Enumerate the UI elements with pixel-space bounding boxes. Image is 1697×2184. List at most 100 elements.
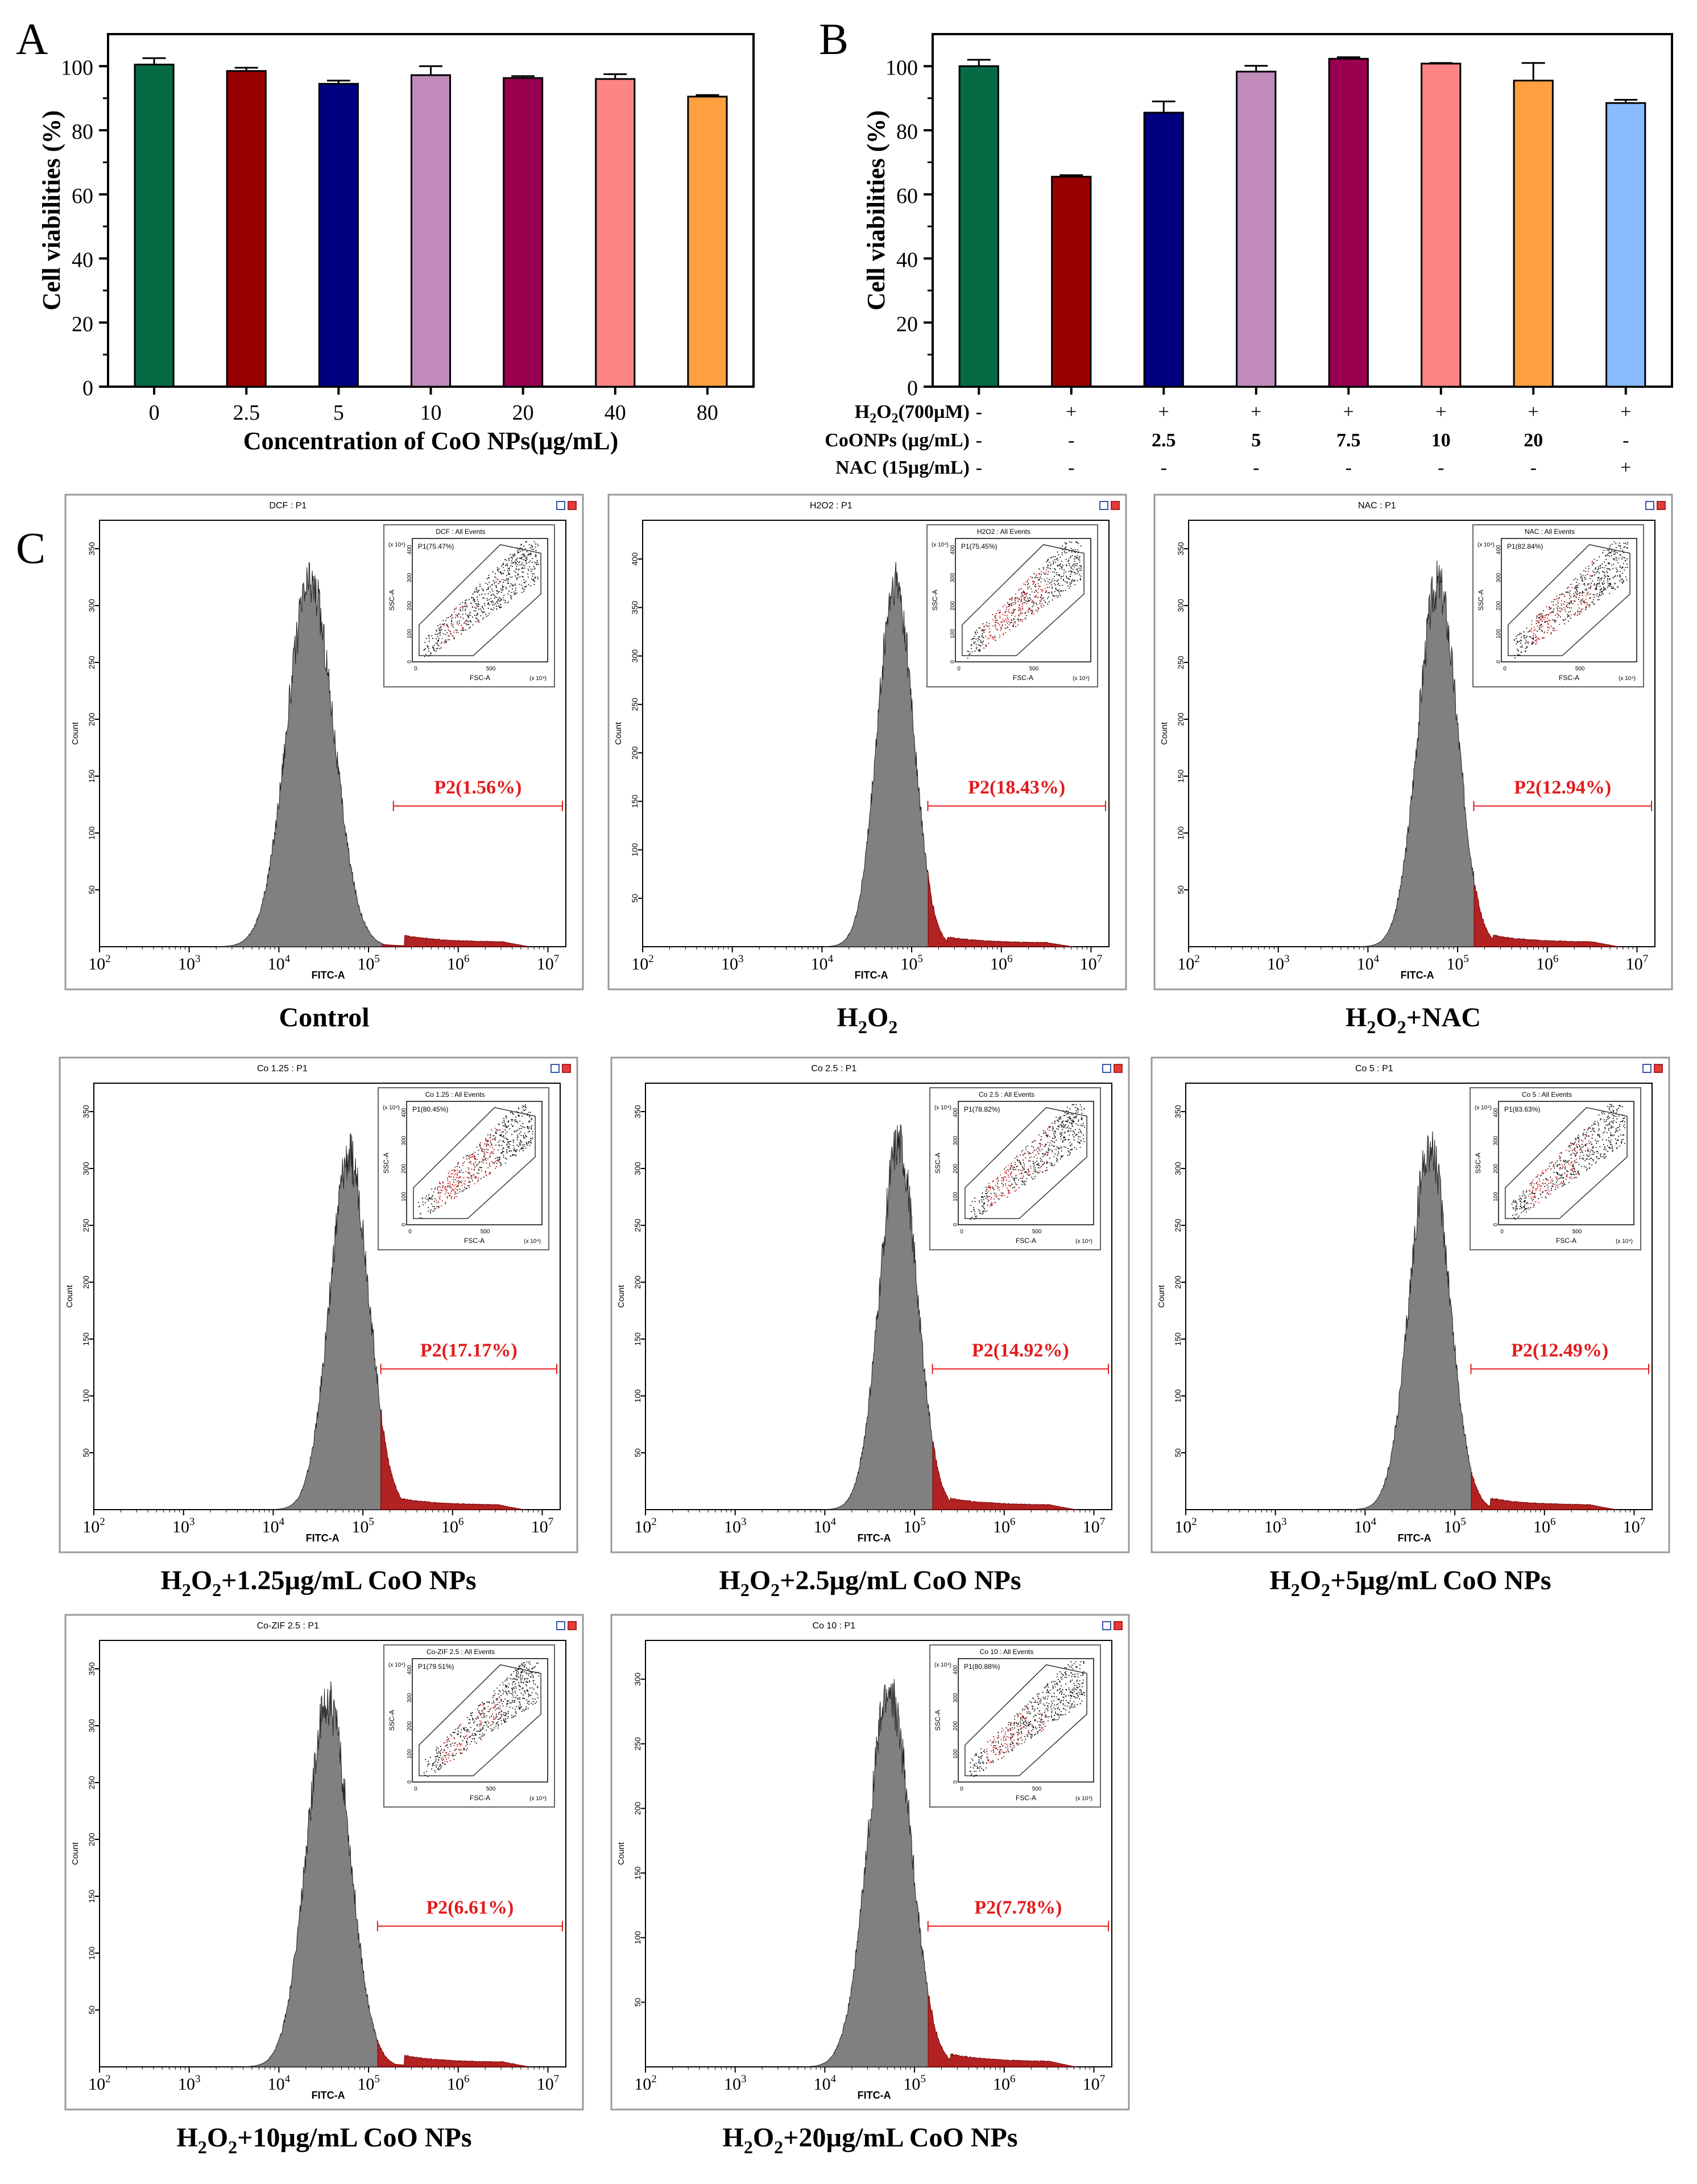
- x-tick-label: 10: [420, 401, 442, 425]
- hist-x-tick-label: 104: [811, 953, 834, 973]
- bar-3: [318, 82, 359, 388]
- inset-y-tick-label: 100: [407, 1749, 413, 1759]
- inset-y-tick-label: 400: [407, 1665, 413, 1675]
- hist-x-tick-label: 102: [88, 953, 111, 973]
- hist-x-tick-label: 104: [814, 2073, 837, 2094]
- hist-x-axis-label: FITC-A: [855, 969, 888, 981]
- window-restore-icon: [1102, 1621, 1111, 1630]
- inset-y-tick-label: 300: [953, 1693, 959, 1702]
- y-tick-label: 20: [896, 312, 918, 336]
- hist-y-tick-label: 200: [87, 712, 96, 726]
- hist-y-tick-label: 200: [1173, 1275, 1182, 1289]
- inset-y-unit: (x 10⁴): [383, 1105, 400, 1111]
- hist-x-tick-label: 103: [724, 2073, 747, 2094]
- histogram-panel-8: Co 10 : P1 50 100 150 200 250 300 Count 102 103 10…: [610, 1614, 1130, 2111]
- inset-plot-area: [1498, 1101, 1634, 1225]
- hist-x-tick-label: 102: [1177, 953, 1200, 973]
- inset-y-tick-label: 200: [1496, 601, 1502, 611]
- inset-plot-area: [955, 538, 1091, 662]
- bar-2: [226, 70, 267, 388]
- inset-x-label: FSC-A: [1016, 1237, 1036, 1245]
- inset-y-tick-label: 400: [950, 545, 956, 554]
- x-tick-label: 80: [697, 401, 718, 425]
- condition-value: 7.5: [1336, 430, 1361, 451]
- window-restore-icon: [1645, 501, 1654, 510]
- hist-y-tick-label: 250: [633, 1219, 642, 1232]
- bar-7: [1513, 80, 1554, 388]
- inset-y-unit: (x 10⁴): [934, 1105, 951, 1111]
- histogram-panel-3: NAC : P1 50 100 150 200 250 300 350 Count 102 103 1…: [1153, 494, 1673, 991]
- window-close-icon: [1111, 501, 1120, 510]
- condition-label: NAC (15µg/mL): [835, 457, 970, 478]
- inset-gate-polygon: [962, 544, 1085, 656]
- inset-y-label: SSC-A: [382, 1153, 390, 1174]
- hist-x-tick-label: 104: [1354, 1516, 1377, 1536]
- hist-y-tick-label: 150: [81, 1332, 90, 1346]
- condition-value: 5: [1251, 430, 1261, 451]
- inset-title: H2O2 : All Events: [977, 528, 1030, 536]
- histogram-red-p2-population: [1474, 883, 1620, 947]
- y-tick-label: 80: [896, 120, 918, 144]
- bar-6: [595, 78, 636, 388]
- inset-title: NAC : All Events: [1525, 528, 1575, 536]
- p2-percentage-label: P2(17.17%): [420, 1340, 518, 1361]
- inset-x-tick-label: 500: [1029, 666, 1039, 672]
- inset-y-tick-label: 200: [401, 1164, 407, 1174]
- hist-y-tick-label: 350: [81, 1105, 90, 1118]
- inset-y-unit: (x 10⁴): [388, 1662, 405, 1668]
- inset-x-tick-label: 0: [414, 1786, 417, 1792]
- histogram-caption: H2O2+5µg/mL CoO NPs: [1269, 1565, 1551, 1600]
- inset-y-tick-label: 400: [1496, 545, 1502, 554]
- inset-gate-label: P1(82.84%): [1507, 542, 1543, 550]
- hist-y-tick-label: 350: [1176, 542, 1185, 556]
- inset-gate-label: P1(80.88%): [964, 1663, 1000, 1671]
- hist-y-axis-label: Count: [1157, 1284, 1166, 1308]
- inset-gate-label: P1(79.51%): [418, 1663, 454, 1671]
- y-tick-label: 0: [82, 376, 93, 400]
- hist-y-tick-label: 250: [81, 1219, 90, 1232]
- hist-y-tick-label: 100: [633, 1931, 642, 1945]
- hist-y-tick-label: 300: [1173, 1162, 1182, 1175]
- bar-5: [1328, 57, 1369, 388]
- histogram-red-p2-population: [928, 872, 1073, 947]
- window-restore-icon: [1642, 1064, 1652, 1073]
- panel-letter-a: A: [16, 14, 48, 64]
- hist-x-tick-label: 106: [1533, 1516, 1556, 1536]
- inset-x-unit: (x 10⁴): [524, 1238, 541, 1245]
- inset-x-label: FSC-A: [1013, 674, 1033, 682]
- window-close-icon: [568, 501, 577, 510]
- hist-y-axis-label: Count: [71, 1842, 80, 1865]
- hist-x-tick-label: 105: [357, 953, 380, 973]
- inset-y-tick-label: 0: [1496, 660, 1502, 664]
- hist-x-tick-label: 107: [1080, 953, 1103, 973]
- histogram-gray-population: [803, 1679, 929, 2067]
- inset-gate-polygon: [965, 1107, 1087, 1219]
- hist-y-tick-label: 100: [81, 1389, 90, 1403]
- condition-value: -: [976, 401, 982, 422]
- inset-x-label: FSC-A: [464, 1237, 485, 1245]
- hist-y-tick-label: 350: [1173, 1105, 1182, 1118]
- inset-x-tick-label: 0: [1500, 1229, 1504, 1235]
- p2-percentage-label: P2(14.92%): [972, 1340, 1069, 1361]
- y-tick-label: 40: [72, 248, 93, 272]
- panel-c: C DCF : P1 50 100 150 200 250 300 350 Count 102 103…: [16, 494, 1673, 2157]
- p2-percentage-label: P2(12.49%): [1511, 1340, 1608, 1361]
- inset-gate-polygon: [1505, 1107, 1628, 1219]
- inset-y-tick-label: 400: [401, 1108, 407, 1117]
- panel-a: A 0 20 40 60 80 100 Cell viabilities (%) 0 2.5 5 10…: [16, 14, 755, 455]
- histogram-caption: H2O2+2.5µg/mL CoO NPs: [719, 1565, 1021, 1600]
- hist-y-tick-label: 150: [87, 769, 96, 783]
- y-tick-label: 80: [72, 120, 93, 144]
- y-tick-label: 0: [907, 376, 918, 400]
- inset-gate-polygon: [1508, 544, 1630, 656]
- hist-x-tick-label: 103: [172, 1516, 195, 1536]
- histogram-red-p2-population: [932, 1441, 1076, 1510]
- inset-y-tick-label: 400: [407, 545, 413, 554]
- inset-y-tick-label: 100: [401, 1192, 407, 1201]
- hist-x-tick-label: 105: [1443, 1516, 1466, 1536]
- hist-x-tick-label: 102: [88, 2073, 111, 2094]
- inset-x-tick-label: 0: [408, 1229, 412, 1235]
- p2-percentage-label: P2(18.43%): [968, 777, 1065, 798]
- hist-y-tick-label: 100: [1173, 1389, 1182, 1403]
- window-restore-icon: [1099, 501, 1108, 510]
